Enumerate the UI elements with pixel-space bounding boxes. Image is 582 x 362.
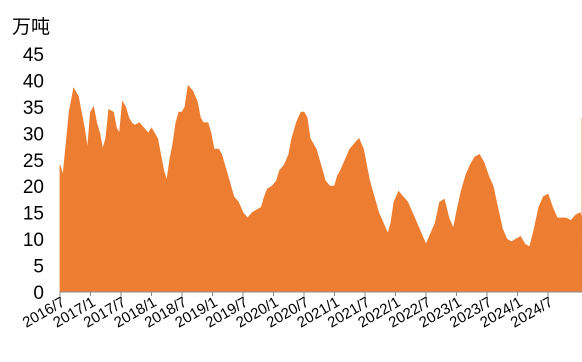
y-tick-label: 15 [23, 204, 44, 225]
y-axis-ticks: 0 5 10 15 20 25 30 35 40 45 [23, 45, 44, 304]
y-tick-label: 30 [23, 124, 44, 145]
y-tick-label: 5 [33, 257, 44, 278]
series-area [59, 84, 582, 293]
y-tick-label: 0 [33, 283, 44, 304]
y-tick-label: 45 [23, 45, 44, 66]
y-tick-label: 25 [23, 151, 44, 172]
unit-label: 万吨 [12, 16, 50, 38]
y-tick-label: 10 [23, 230, 44, 251]
y-tick-label: 35 [23, 98, 44, 119]
y-tick-label: 40 [23, 71, 44, 92]
y-tick-label: 20 [23, 177, 44, 198]
x-axis-ticks: 2016/72017/12017/72018/12018/72019/12019… [20, 292, 556, 331]
